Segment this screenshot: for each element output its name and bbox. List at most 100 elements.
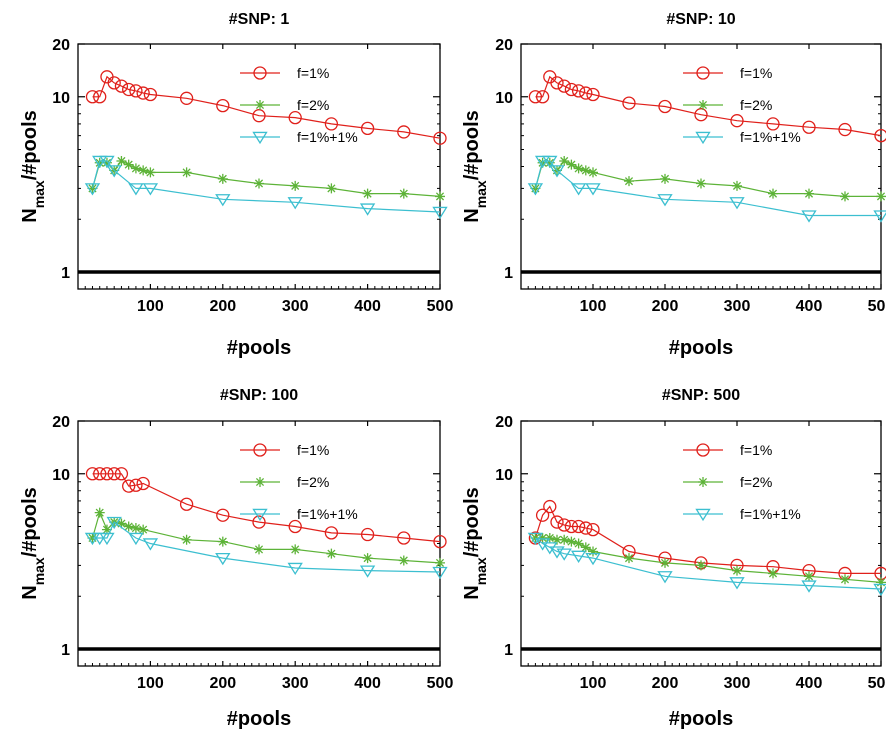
data-point: [542, 155, 558, 169]
data-point: [801, 210, 817, 223]
data-point: [217, 536, 228, 547]
y-tick-label: 10: [52, 90, 70, 107]
plot-frame: [77, 420, 441, 667]
data-point: [217, 173, 228, 184]
data-point: [624, 553, 634, 564]
legend-label: f=2%: [297, 97, 329, 113]
x-tick-label: 200: [209, 298, 236, 315]
data-point: [129, 84, 143, 98]
data-point: [397, 531, 411, 545]
series-line: [92, 473, 441, 543]
data-point: [433, 131, 447, 145]
data-point: [570, 550, 587, 563]
data-point: [588, 167, 598, 178]
x-tick-label: 100: [580, 298, 607, 315]
y-tick-label: 1: [61, 265, 70, 282]
data-point: [116, 518, 127, 529]
data-point: [360, 527, 375, 542]
data-point: [398, 555, 409, 566]
data-point: [550, 76, 564, 90]
x-tick-label: 400: [354, 298, 381, 315]
data-point: [802, 120, 816, 134]
data-point: [252, 515, 266, 529]
legend-marker: [698, 477, 708, 487]
data-point: [87, 183, 98, 194]
data-point: [556, 548, 572, 561]
legend-label: f=1%+1%: [740, 129, 801, 145]
legend: f=1% f=2% f=1%+1%: [683, 65, 801, 145]
data-point: [874, 128, 886, 143]
data-point: [215, 552, 231, 566]
data-point: [571, 519, 586, 534]
data-point: [99, 532, 115, 546]
series-1: [85, 70, 447, 145]
data-point: [768, 568, 778, 579]
data-point: [559, 534, 570, 545]
data-point: [179, 497, 194, 511]
data-point: [107, 467, 121, 481]
data-point: [804, 571, 814, 582]
legend: f=1% f=2% f=1%+1%: [240, 65, 358, 145]
data-point: [359, 565, 376, 578]
data-point: [552, 534, 562, 545]
legend: f=1% f=2% f=1%+1%: [240, 442, 358, 522]
data-point: [288, 519, 302, 534]
data-point: [362, 553, 373, 564]
data-point: [730, 114, 744, 128]
data-point: [138, 165, 149, 176]
data-point: [106, 165, 122, 178]
chart-panel-1: #SNP: 1 100 200 300 400 500 1 10 20 #pools Nmax/#p…: [19, 11, 453, 359]
data-point: [101, 157, 112, 168]
x-tick-label: 300: [282, 675, 309, 692]
data-point: [585, 183, 601, 196]
data-point: [530, 532, 541, 543]
data-point: [324, 526, 339, 540]
data-point: [729, 577, 745, 590]
data-point: [657, 571, 673, 584]
data-point: [99, 155, 115, 169]
series-2: [530, 532, 886, 588]
data-point: [658, 99, 672, 114]
data-point: [123, 159, 134, 170]
legend-label: f=1%+1%: [297, 506, 358, 522]
data-point: [696, 560, 706, 571]
data-point: [122, 82, 136, 97]
data-point: [570, 183, 587, 196]
data-point: [571, 84, 586, 98]
data-point: [566, 159, 577, 170]
legend-label: f=2%: [297, 474, 329, 490]
data-point: [179, 91, 194, 105]
data-point: [123, 521, 134, 532]
data-point: [142, 538, 159, 551]
series-line: [534, 160, 881, 197]
data-point: [107, 76, 121, 90]
data-point: [876, 191, 886, 202]
data-point: [362, 188, 373, 199]
x-tick-label: 200: [652, 298, 679, 315]
data-point: [586, 87, 600, 102]
data-point: [564, 82, 579, 97]
legend-marker: [255, 477, 265, 487]
data-point: [85, 90, 100, 104]
data-point: [129, 478, 143, 492]
y-tick-label: 1: [504, 642, 513, 659]
legend-marker: [695, 131, 711, 145]
data-point: [586, 522, 600, 537]
data-point: [181, 167, 192, 178]
data-point: [136, 476, 150, 491]
data-point: [573, 163, 584, 174]
series-3: [84, 155, 448, 220]
data-point: [622, 96, 636, 110]
series-line: [91, 510, 441, 564]
data-point: [360, 121, 375, 136]
data-point: [130, 163, 141, 174]
data-point: [145, 167, 156, 178]
y-tick-label: 20: [495, 414, 513, 431]
x-tick-label: 300: [724, 298, 751, 315]
legend-label: f=1%: [297, 65, 329, 81]
data-point: [660, 557, 670, 568]
data-point: [85, 467, 100, 481]
data-point: [326, 183, 337, 194]
data-point: [801, 580, 817, 593]
data-point: [290, 180, 301, 191]
